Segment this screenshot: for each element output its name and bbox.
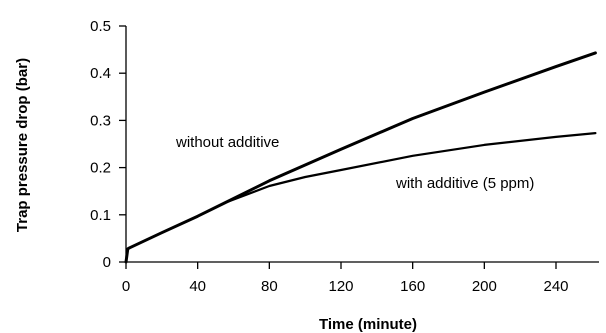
x-tick-label: 160 xyxy=(400,278,425,295)
y-tick-label: 0.3 xyxy=(90,112,111,129)
axes: 0 0.1 0.2 0.3 0.4 0.5 0 40 80 120 160 200 240 xyxy=(90,18,599,295)
y-axis-title: Trap pressure drop (bar) xyxy=(14,58,31,232)
annotation-without-additive: without additive xyxy=(175,134,279,151)
y-tick-label: 0.5 xyxy=(90,18,111,35)
y-tick-label: 0.4 xyxy=(90,65,111,82)
series-line-with-additive xyxy=(223,132,597,205)
x-tick-label: 240 xyxy=(543,278,568,295)
x-tick-label: 80 xyxy=(261,278,278,295)
x-axis-title: Time (minute) xyxy=(319,316,417,333)
series-group xyxy=(124,51,597,264)
annotation-with-additive: with additive (5 ppm) xyxy=(395,175,534,192)
x-tick-label: 40 xyxy=(189,278,206,295)
series-line-without-additive xyxy=(124,51,597,264)
y-tick-label: 0.1 xyxy=(90,207,111,224)
x-tick-label: 0 xyxy=(122,278,130,295)
x-tick-label: 200 xyxy=(472,278,497,295)
y-tick-label: 0 xyxy=(103,254,111,271)
x-tick-label: 120 xyxy=(328,278,353,295)
y-tick-label: 0.2 xyxy=(90,160,111,177)
